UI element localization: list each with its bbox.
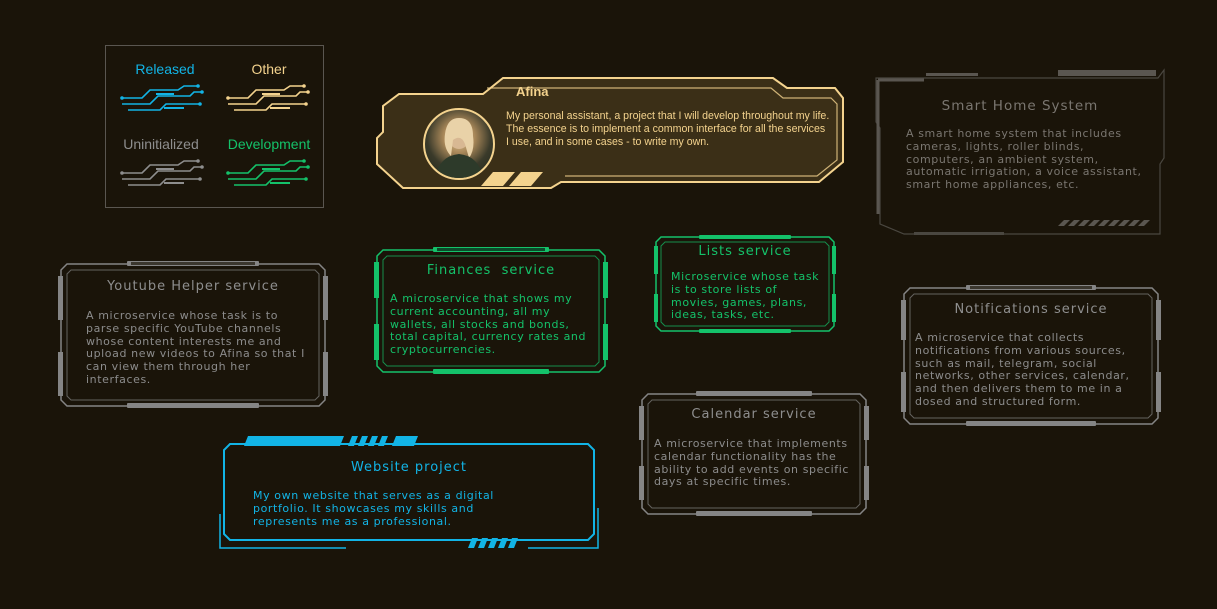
finances-card[interactable]: Finances service A microservice that sho… xyxy=(373,246,609,376)
uninitialized-circuit-icon xyxy=(120,159,204,186)
youtube-helper-card[interactable]: Youtube Helper service A microservice wh… xyxy=(57,260,329,410)
afina-frame xyxy=(376,77,844,189)
finances-title: Finances service xyxy=(426,263,556,278)
lists-frame xyxy=(654,235,836,333)
development-circuit-icon xyxy=(226,159,310,186)
afina-description: My personal assistant, a project that I … xyxy=(506,110,830,148)
legend-uninitialized-label: Uninitialized xyxy=(123,136,199,152)
calendar-card[interactable]: Calendar service A microservice that imp… xyxy=(638,390,870,518)
calendar-title: Calendar service xyxy=(691,407,817,422)
smart-home-title: Smart Home System xyxy=(941,98,1099,114)
smart-home-card[interactable]: Smart Home System A smart home system th… xyxy=(874,68,1166,238)
legend-panel: Released Other Uninitialized Development xyxy=(105,45,324,208)
notifications-title: Notifications service xyxy=(954,302,1108,317)
youtube-helper-description: A microservice whose task is to parse sp… xyxy=(86,309,305,386)
website-frame xyxy=(219,436,599,549)
notifications-frame xyxy=(901,285,1161,426)
afina-name: Afina xyxy=(516,84,549,99)
released-circuit-icon xyxy=(120,84,204,111)
legend-development-label: Development xyxy=(227,136,311,152)
calendar-description: A microservice that implements calendar … xyxy=(654,437,850,489)
notifications-description: A microservice that collects notificatio… xyxy=(915,331,1130,408)
legend-other-label: Other xyxy=(251,61,287,77)
smart-home-frame xyxy=(875,68,1165,235)
website-card[interactable]: Website project My own website that serv… xyxy=(218,434,600,552)
finances-description: A microservice that shows my current acc… xyxy=(390,292,587,357)
legend-released-label: Released xyxy=(135,61,195,77)
website-description: My own website that serves as a digital … xyxy=(253,489,494,528)
avatar-icon xyxy=(435,118,483,178)
afina-card[interactable]: Afina My personal assistant, a project t… xyxy=(375,76,845,189)
youtube-helper-frame xyxy=(58,261,328,408)
youtube-helper-title: Youtube Helper service xyxy=(107,279,279,294)
smart-home-description: A smart home system that includes camera… xyxy=(906,127,1142,192)
finances-frame xyxy=(374,247,608,374)
lists-description: Microservice whose task is to store list… xyxy=(671,270,820,322)
other-circuit-icon xyxy=(226,84,310,111)
website-title: Website project xyxy=(350,460,468,475)
lists-title: Lists service xyxy=(698,244,792,259)
notifications-card[interactable]: Notifications service A microservice tha… xyxy=(900,284,1162,428)
lists-card[interactable]: Lists service Microservice whose task is… xyxy=(653,234,837,334)
afina-avatar xyxy=(423,108,495,180)
calendar-frame xyxy=(639,391,869,516)
